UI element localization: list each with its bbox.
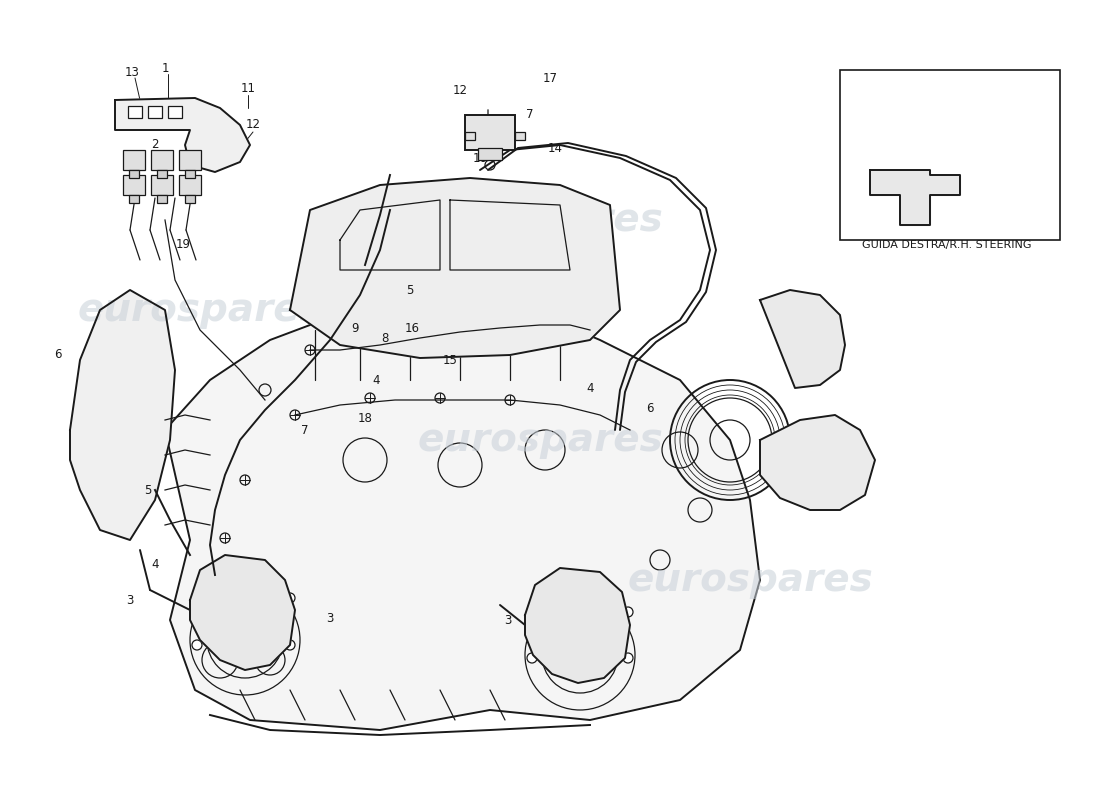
Text: eurospares: eurospares: [627, 561, 873, 599]
Text: eurospares: eurospares: [417, 201, 663, 239]
Text: 13: 13: [856, 142, 870, 154]
Polygon shape: [525, 568, 630, 683]
Polygon shape: [165, 300, 760, 730]
Text: 5: 5: [144, 483, 152, 497]
Text: 8: 8: [382, 331, 388, 345]
Polygon shape: [760, 290, 845, 388]
Circle shape: [623, 607, 632, 617]
Bar: [168, 106, 182, 118]
Polygon shape: [760, 415, 874, 510]
Text: 4: 4: [586, 382, 594, 394]
Bar: [128, 106, 142, 118]
Circle shape: [623, 653, 632, 663]
Text: 18: 18: [358, 411, 373, 425]
Circle shape: [527, 653, 537, 663]
Bar: [151, 175, 173, 195]
Bar: [179, 175, 201, 195]
Text: 6: 6: [54, 349, 62, 362]
Text: 16: 16: [405, 322, 419, 334]
Bar: [129, 195, 139, 203]
Text: 7: 7: [301, 423, 309, 437]
Polygon shape: [116, 98, 250, 172]
Bar: [840, 70, 1060, 240]
Circle shape: [192, 593, 202, 603]
Bar: [478, 148, 502, 160]
Bar: [148, 106, 162, 118]
Bar: [123, 150, 145, 170]
Circle shape: [285, 593, 295, 603]
Text: 9: 9: [351, 322, 359, 334]
Text: 4: 4: [372, 374, 379, 386]
Text: 10: 10: [473, 151, 487, 165]
Text: 1: 1: [162, 62, 168, 74]
Bar: [151, 150, 173, 170]
Polygon shape: [870, 170, 960, 225]
Circle shape: [285, 640, 295, 650]
Text: 19: 19: [176, 238, 190, 251]
Text: 3: 3: [327, 611, 333, 625]
Text: 12: 12: [245, 118, 261, 131]
Text: 2: 2: [152, 138, 158, 151]
Bar: [157, 195, 167, 203]
Text: 11: 11: [241, 82, 255, 94]
Circle shape: [954, 174, 966, 186]
Bar: [123, 175, 145, 195]
Text: 20: 20: [931, 137, 945, 150]
Text: 15: 15: [442, 354, 458, 366]
Text: eurospares: eurospares: [77, 291, 323, 329]
Text: 3: 3: [504, 614, 512, 626]
Bar: [157, 170, 167, 178]
Polygon shape: [190, 555, 295, 670]
Text: 2: 2: [211, 138, 219, 151]
Bar: [465, 132, 475, 140]
Text: 12: 12: [452, 83, 468, 97]
Text: 7: 7: [526, 109, 534, 122]
Text: eurospares: eurospares: [417, 421, 663, 459]
Bar: [179, 150, 201, 170]
Text: GUIDA DESTRA/R.H. STEERING: GUIDA DESTRA/R.H. STEERING: [862, 240, 1032, 250]
Text: 17: 17: [542, 71, 558, 85]
Text: 21: 21: [970, 137, 986, 150]
Text: 3: 3: [126, 594, 134, 606]
Circle shape: [866, 171, 878, 183]
Bar: [185, 170, 195, 178]
Text: 4: 4: [152, 558, 158, 571]
Circle shape: [527, 607, 537, 617]
Bar: [515, 132, 525, 140]
Polygon shape: [290, 178, 620, 358]
Text: 13: 13: [124, 66, 140, 78]
Text: 5: 5: [406, 283, 414, 297]
Text: 6: 6: [647, 402, 653, 414]
Circle shape: [192, 640, 202, 650]
Text: 14: 14: [548, 142, 562, 154]
Bar: [465, 115, 515, 150]
Bar: [129, 170, 139, 178]
Polygon shape: [70, 290, 175, 540]
Bar: [185, 195, 195, 203]
